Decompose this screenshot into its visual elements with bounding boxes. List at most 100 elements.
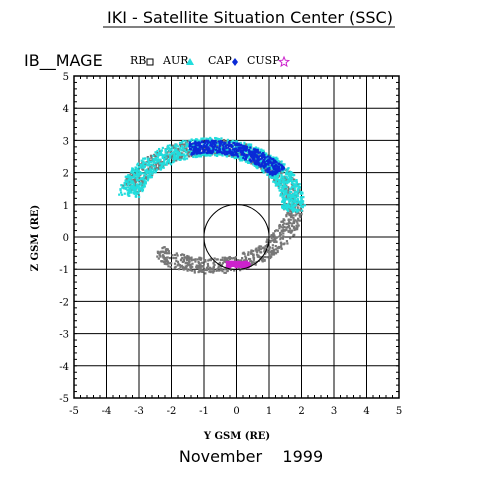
y-tick-label: -3: [59, 330, 69, 341]
data-point: [137, 165, 140, 168]
data-point: [228, 147, 231, 151]
data-point: [141, 186, 145, 189]
data-point: [297, 190, 300, 193]
data-point: [166, 252, 169, 255]
data-point: [147, 162, 151, 165]
data-point: [196, 154, 199, 157]
data-point: [132, 189, 135, 192]
data-point: [210, 145, 213, 148]
data-point: [284, 180, 287, 184]
data-point: [185, 257, 188, 260]
data-point: [239, 141, 242, 145]
data-point: [244, 256, 248, 259]
data-point: [149, 165, 152, 168]
data-point: [246, 265, 249, 269]
data-point: [147, 161, 151, 164]
data-point: [189, 265, 192, 269]
data-point: [285, 192, 288, 196]
data-point: [272, 170, 275, 173]
data-point: [133, 192, 136, 195]
data-point: [270, 175, 274, 178]
data-point: [247, 160, 250, 163]
data-point: [192, 142, 195, 145]
data-point: [174, 145, 177, 148]
data-point: [252, 150, 255, 153]
data-point: [221, 256, 224, 259]
data-point: [135, 176, 138, 180]
data-point: [168, 144, 171, 147]
data-point: [181, 145, 184, 148]
data-point: [189, 269, 192, 272]
data-point: [147, 167, 150, 170]
data-point: [190, 259, 193, 262]
data-point: [161, 155, 164, 159]
data-point: [252, 254, 255, 258]
data-point: [257, 153, 260, 156]
data-point: [234, 152, 237, 155]
data-point: [257, 157, 260, 160]
data-point: [127, 174, 130, 177]
data-point: [279, 165, 282, 168]
data-point: [182, 146, 185, 150]
data-point: [280, 247, 283, 250]
data-point: [295, 201, 298, 205]
data-point: [156, 156, 159, 159]
data-point: [292, 189, 295, 192]
data-point: [270, 176, 273, 179]
data-point: [287, 218, 290, 221]
data-point: [244, 258, 247, 261]
data-point: [205, 153, 208, 157]
data-point: [300, 213, 303, 216]
data-point: [273, 240, 276, 244]
data-point: [199, 267, 202, 270]
data-point: [127, 181, 131, 184]
data-point: [218, 153, 221, 156]
data-point: [278, 169, 281, 172]
data-point: [258, 164, 262, 167]
data-point: [204, 140, 207, 143]
data-point: [244, 158, 247, 161]
data-point: [272, 232, 275, 235]
data-point: [180, 264, 184, 267]
data-point: [184, 151, 187, 154]
data-point: [283, 178, 286, 181]
data-point: [198, 269, 201, 272]
data-point: [133, 190, 136, 194]
data-point: [296, 199, 299, 202]
data-point: [213, 145, 217, 148]
data-point: [168, 158, 171, 161]
data-point: [231, 260, 235, 264]
data-point: [216, 268, 219, 271]
data-point: [142, 160, 145, 163]
data-point: [145, 168, 148, 171]
data-point: [186, 258, 189, 262]
data-point: [188, 263, 191, 267]
data-point: [164, 148, 167, 151]
data-point: [281, 199, 285, 202]
data-point: [244, 154, 247, 157]
data-point: [181, 153, 184, 156]
data-point: [154, 151, 157, 154]
data-point: [297, 219, 300, 222]
data-point: [256, 153, 259, 156]
data-point: [193, 147, 196, 150]
grid: [73, 75, 400, 399]
data-point: [209, 258, 213, 262]
data-point: [240, 155, 243, 158]
legend-marker-star: [277, 55, 291, 68]
data-point: [203, 149, 206, 152]
data-point: [224, 271, 227, 274]
data-point: [202, 150, 205, 153]
data-point: [212, 146, 215, 149]
data-point: [263, 252, 267, 255]
data-point: [296, 226, 299, 229]
data-point: [163, 155, 166, 158]
data-point: [270, 167, 273, 170]
data-point: [277, 159, 280, 163]
data-point: [222, 146, 225, 149]
data-point: [186, 269, 189, 272]
data-point: [245, 143, 248, 146]
data-point: [298, 200, 301, 203]
data-point: [174, 256, 177, 260]
data-point: [292, 221, 296, 225]
